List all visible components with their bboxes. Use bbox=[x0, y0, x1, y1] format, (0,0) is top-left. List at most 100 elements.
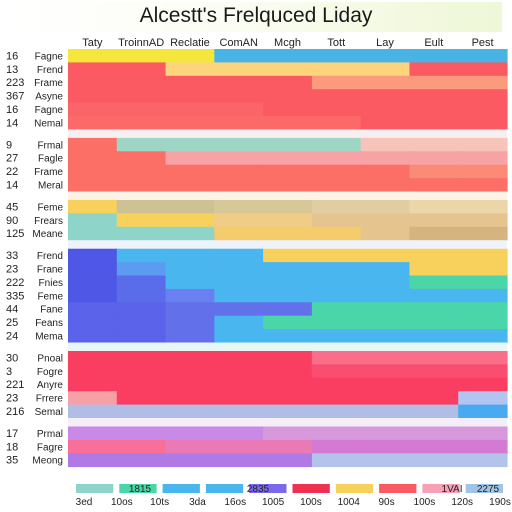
heatmap-cell bbox=[116, 89, 167, 103]
heatmap-cell bbox=[311, 137, 362, 152]
heatmap-cell bbox=[263, 439, 313, 454]
heatmap-cell bbox=[68, 288, 118, 303]
heatmap-cell bbox=[458, 302, 508, 317]
heatmap-cell bbox=[360, 453, 411, 468]
heatmap-cell bbox=[458, 62, 508, 77]
heatmap-cell bbox=[214, 151, 264, 166]
heatmap-cell bbox=[68, 275, 118, 290]
row-value: 24 bbox=[6, 331, 18, 343]
row-value: 45 bbox=[6, 201, 18, 213]
heatmap-cell bbox=[311, 75, 362, 90]
row-value: 23 bbox=[6, 264, 18, 276]
heatmap-cell bbox=[409, 102, 459, 117]
heatmap-cell bbox=[68, 151, 118, 166]
row-label: Mema bbox=[35, 332, 63, 343]
heatmap-cell bbox=[409, 351, 459, 365]
heatmap-cell bbox=[165, 49, 215, 63]
heatmap-cell bbox=[263, 404, 313, 419]
heatmap-cell bbox=[458, 315, 508, 330]
heatmap-cell bbox=[116, 151, 167, 166]
heatmap-cell bbox=[458, 200, 508, 214]
heatmap-cell bbox=[360, 200, 411, 214]
row-label: Anyre bbox=[37, 380, 64, 391]
heatmap-cell bbox=[263, 49, 313, 63]
row-value: 13 bbox=[6, 64, 18, 76]
heatmap-cell bbox=[116, 288, 167, 303]
heatmap-cell bbox=[263, 151, 313, 166]
heatmap-cell bbox=[214, 89, 264, 103]
legend-swatch bbox=[422, 484, 460, 493]
heatmap-cell bbox=[360, 315, 411, 330]
heatmap-cell bbox=[263, 391, 313, 405]
heatmap-cell bbox=[263, 275, 313, 290]
row-value: 17 bbox=[6, 428, 18, 440]
heatmap-cell bbox=[68, 137, 118, 152]
heatmap-cell bbox=[214, 364, 264, 379]
group-separator bbox=[68, 418, 507, 427]
heatmap-cell bbox=[165, 248, 215, 263]
heatmap-cell bbox=[409, 302, 459, 317]
heatmap-cell bbox=[116, 315, 167, 330]
row-value: 335 bbox=[6, 290, 24, 302]
heatmap-cell bbox=[68, 364, 118, 379]
heatmap-cell bbox=[68, 329, 118, 343]
row-label: Fogre bbox=[37, 367, 64, 378]
heatmap-cell bbox=[360, 151, 411, 166]
heatmap-cell bbox=[116, 275, 167, 290]
heatmap-cell bbox=[360, 164, 411, 179]
heatmap-cell bbox=[409, 329, 459, 343]
legend-swatch bbox=[335, 484, 374, 493]
heatmap-cell bbox=[116, 329, 167, 343]
heatmap-cell bbox=[311, 102, 362, 117]
row-label: Fnies bbox=[39, 278, 63, 289]
heatmap-cell bbox=[116, 302, 167, 317]
heatmap-cell bbox=[360, 178, 411, 192]
legend-swatch bbox=[76, 484, 114, 493]
heatmap-cell bbox=[68, 248, 118, 263]
heatmap-cell bbox=[165, 351, 215, 365]
row-value: 216 bbox=[6, 406, 24, 418]
legend-bottom-label: 10os bbox=[111, 497, 133, 508]
heatmap-cell bbox=[360, 404, 411, 419]
row-label: Frane bbox=[37, 265, 64, 276]
legend-bottom-label: 10ts bbox=[150, 497, 169, 508]
legend-bottom-label: 3da bbox=[189, 497, 206, 508]
legend-bottom-label: 16os bbox=[224, 497, 246, 508]
heatmap-cell bbox=[263, 262, 313, 276]
row-label: Meane bbox=[32, 229, 63, 240]
heatmap-cell bbox=[458, 49, 508, 63]
heatmap-cell bbox=[458, 364, 508, 379]
heatmap-cell bbox=[214, 391, 264, 405]
heatmap-cell bbox=[311, 248, 362, 263]
row-label: Frears bbox=[34, 216, 63, 227]
legend-bottom-label: 90s bbox=[378, 497, 394, 508]
heatmap-cell bbox=[263, 213, 313, 228]
heatmap-cell bbox=[68, 116, 118, 130]
heatmap-cell bbox=[68, 351, 118, 365]
heatmap-cell bbox=[458, 178, 508, 192]
heatmap-cell bbox=[165, 364, 215, 379]
heatmap-cell bbox=[311, 453, 362, 468]
row-value: 16 bbox=[6, 104, 18, 116]
heatmap-cell bbox=[214, 116, 264, 130]
row-value: 221 bbox=[6, 379, 24, 391]
heatmap-cell bbox=[68, 164, 118, 179]
heatmap-cell bbox=[68, 213, 118, 228]
heatmap-cell bbox=[116, 404, 167, 419]
heatmap-cell bbox=[165, 164, 215, 179]
heatmap-cell bbox=[68, 89, 118, 103]
heatmap-cell bbox=[165, 391, 215, 405]
heatmap-cell bbox=[409, 439, 459, 454]
heatmap-cell bbox=[214, 351, 264, 365]
heatmap-cell bbox=[360, 288, 411, 303]
row-value: 23 bbox=[6, 393, 18, 405]
heatmap-cell bbox=[458, 164, 508, 179]
heatmap-cell bbox=[165, 439, 215, 454]
heatmap-cell bbox=[116, 116, 167, 130]
heatmap-cell bbox=[214, 213, 264, 228]
row-label: Semal bbox=[35, 407, 63, 418]
heatmap-cell bbox=[458, 404, 508, 419]
column-label: Reclatie bbox=[170, 37, 210, 49]
heatmap-cell bbox=[263, 116, 313, 130]
group-separator bbox=[68, 240, 507, 249]
